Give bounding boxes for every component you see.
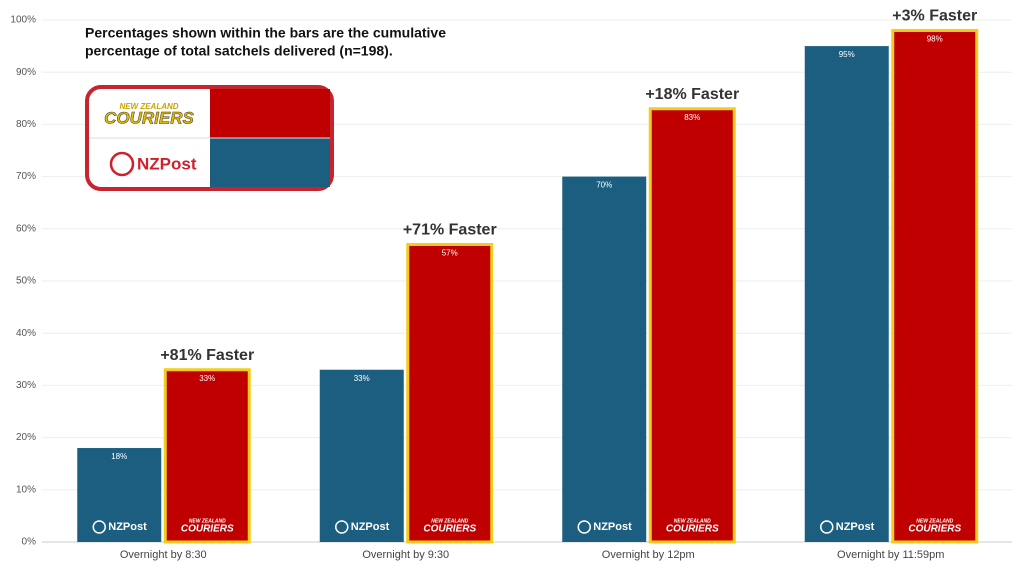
value-label: 33% xyxy=(199,374,215,383)
value-label: 83% xyxy=(684,113,700,122)
value-label: 18% xyxy=(111,452,127,461)
bar xyxy=(77,448,162,542)
y-tick-label: 80% xyxy=(16,119,36,130)
legend-entry: COURIERS xyxy=(104,108,194,127)
annotation: +81% Faster xyxy=(160,347,254,364)
x-tick-label: Overnight by 8:30 xyxy=(120,549,207,561)
logo-tagline: NEW ZEALAND xyxy=(674,518,711,524)
logo-tagline: NEW ZEALAND xyxy=(431,518,468,524)
logo-text: NZPost xyxy=(836,521,875,533)
y-tick-label: 70% xyxy=(16,171,36,182)
bar xyxy=(406,242,494,544)
y-tick-label: 50% xyxy=(16,276,36,287)
logo-icon xyxy=(577,520,591,534)
logo-text: COURIERS xyxy=(181,524,234,535)
x-tick-label: Overnight by 9:30 xyxy=(362,549,449,561)
legend-swatch xyxy=(210,89,330,138)
annotation: +3% Faster xyxy=(892,8,977,25)
logo-icon xyxy=(92,520,106,534)
legend-swatch xyxy=(210,138,330,187)
logo-text: NZPost xyxy=(351,521,390,533)
logo-text: COURIERS xyxy=(423,524,476,535)
x-tick-label: Overnight by 12pm xyxy=(602,549,695,561)
legend-entry: NZPost xyxy=(137,154,197,173)
logo-text: COURIERS xyxy=(908,524,961,535)
y-tick-label: 10% xyxy=(16,484,36,495)
value-label: 70% xyxy=(596,181,612,190)
legend-icon xyxy=(109,151,135,177)
bar xyxy=(319,369,404,542)
bar xyxy=(804,46,889,542)
annotation: +18% Faster xyxy=(645,86,739,103)
legend-tagline: NEW ZEALAND xyxy=(119,102,178,111)
logo-text: NZPost xyxy=(108,521,147,533)
logo-icon xyxy=(335,520,349,534)
value-label: 57% xyxy=(442,249,458,258)
annotation: +71% Faster xyxy=(403,222,497,239)
y-tick-label: 60% xyxy=(16,223,36,234)
value-label: 95% xyxy=(839,50,855,59)
bar xyxy=(163,368,251,544)
y-tick-label: 40% xyxy=(16,328,36,339)
y-tick-label: 30% xyxy=(16,380,36,391)
y-tick-label: 100% xyxy=(10,15,36,26)
logo-icon xyxy=(820,520,834,534)
y-tick-label: 0% xyxy=(22,537,37,548)
bar xyxy=(648,107,736,544)
logo-tagline: NEW ZEALAND xyxy=(916,518,953,524)
logo-text: NZPost xyxy=(593,521,632,533)
x-tick-label: Overnight by 11:59pm xyxy=(837,549,944,561)
value-label: 33% xyxy=(354,374,370,383)
bar xyxy=(891,28,979,544)
value-label: 98% xyxy=(927,35,943,44)
note-line: percentage of total satchels delivered (… xyxy=(85,43,393,59)
bar xyxy=(562,176,647,542)
y-tick-label: 20% xyxy=(16,432,36,443)
logo-tagline: NEW ZEALAND xyxy=(189,518,226,524)
note-line: Percentages shown within the bars are th… xyxy=(85,25,446,41)
y-tick-label: 90% xyxy=(16,67,36,78)
logo-text: COURIERS xyxy=(666,524,719,535)
